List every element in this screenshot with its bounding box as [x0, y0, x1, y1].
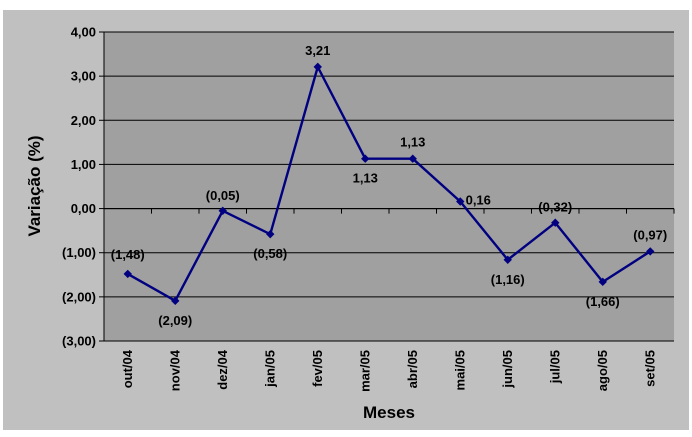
x-tick-label: ago/05 — [595, 350, 610, 391]
data-point-marker — [361, 154, 370, 163]
y-axis-title: Variação (%) — [25, 135, 44, 236]
series-line — [127, 65, 651, 303]
data-point-marker — [598, 277, 607, 287]
x-axis — [103, 32, 675, 341]
data-label: 1,13 — [353, 171, 378, 186]
x-axis-title: Meses — [363, 403, 415, 422]
x-axis-tick-labels: out/04 nov/04 dez/04 jan/05 fev/05 mar/05 abr/… — [120, 349, 658, 392]
y-tick-label: 4,00 — [71, 25, 96, 40]
y-axis-tick-labels: 4,00 3,00 2,00 1,00 0,00 (1,00) (2,00) (3,00) — [62, 25, 96, 349]
data-label: (0,32) — [538, 200, 572, 215]
x-tick-label: jul/05 — [547, 350, 562, 384]
data-point-marker — [123, 269, 132, 279]
x-tick-label: fev/05 — [310, 350, 325, 387]
y-tick-label: (3,00) — [62, 334, 96, 349]
data-point-marker — [503, 255, 512, 264]
plot-area-background — [104, 32, 674, 341]
y-tick-label: 2,00 — [71, 113, 96, 128]
series-group — [123, 62, 655, 306]
data-point-marker — [551, 218, 560, 227]
data-point-marker — [408, 154, 417, 163]
x-tick-label: jun/05 — [500, 350, 515, 389]
x-tick-label: abr/05 — [405, 350, 420, 388]
y-tick-label: 3,00 — [71, 69, 96, 84]
data-label: 1,13 — [400, 135, 425, 150]
data-label: 3,21 — [305, 43, 330, 58]
data-point-marker — [171, 296, 180, 306]
data-label: 0,16 — [466, 193, 491, 208]
data-labels: (1,48) (2,09) (0,05) (0,58) 3,21 1,13 1,13 0,16… — [111, 43, 667, 328]
x-tick-label: dez/04 — [215, 349, 230, 390]
x-tick-label: jan/05 — [262, 350, 277, 388]
x-tick-label: set/05 — [642, 350, 657, 387]
y-tick-label: (2,00) — [62, 289, 96, 304]
x-tick-label: out/04 — [120, 349, 135, 388]
x-tick-label: nov/04 — [167, 349, 182, 391]
data-label: (0,58) — [253, 246, 287, 261]
x-tick-label: mai/05 — [452, 350, 467, 390]
data-point-marker — [218, 206, 227, 215]
data-label: (1,48) — [111, 247, 145, 262]
data-label: (1,66) — [586, 294, 620, 309]
data-point-marker — [313, 62, 322, 72]
data-label: (0,05) — [206, 188, 240, 203]
y-tick-label: 0,00 — [71, 201, 96, 216]
y-tick-label: (1,00) — [62, 245, 96, 260]
y-tick-label: 1,00 — [71, 157, 96, 172]
data-label: (2,09) — [158, 313, 192, 328]
data-label: (0,97) — [633, 227, 667, 242]
data-point-marker — [646, 247, 655, 256]
data-point-marker — [266, 229, 275, 239]
x-tick-label: mar/05 — [357, 350, 372, 392]
data-point-marker — [456, 197, 465, 206]
data-label: (1,16) — [491, 272, 525, 287]
